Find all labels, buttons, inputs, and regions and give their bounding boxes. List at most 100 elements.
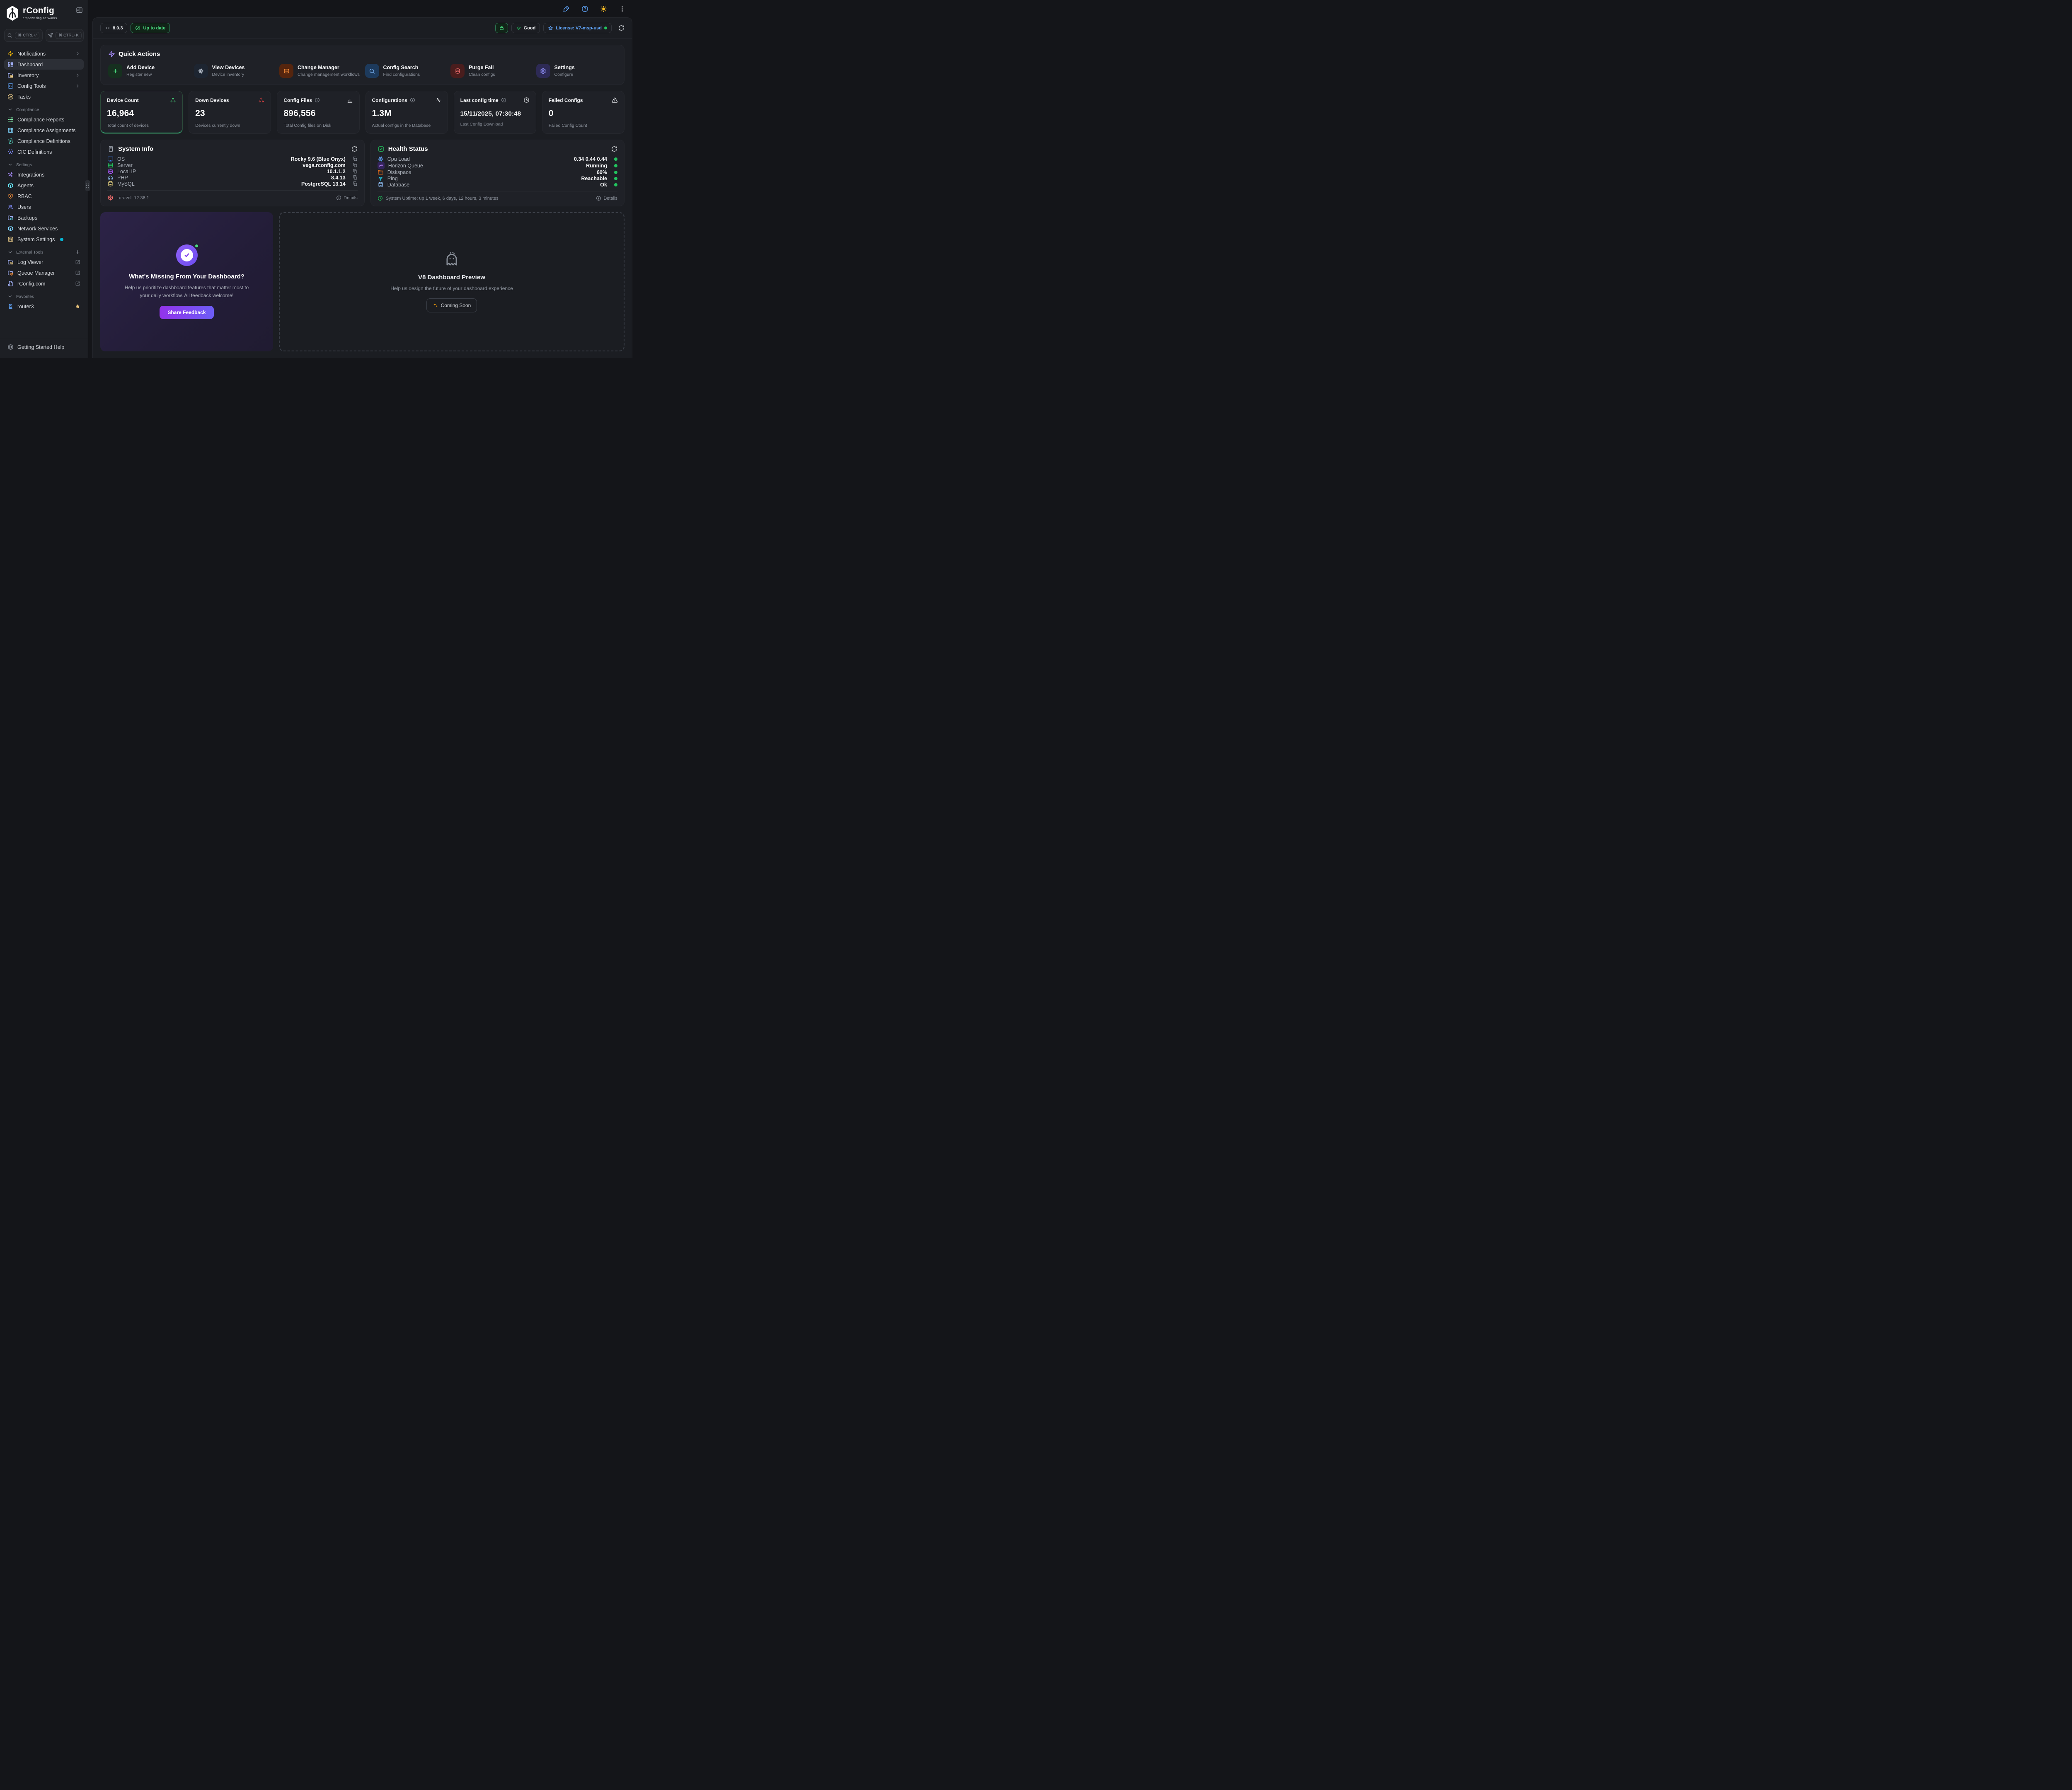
ghost-icon bbox=[444, 252, 460, 267]
quick-action-config-search[interactable]: Config Search Find configurations bbox=[365, 64, 446, 78]
dashboard-grid-icon bbox=[8, 62, 13, 67]
cpu-icon bbox=[378, 156, 383, 162]
folder-backup-icon bbox=[8, 215, 13, 220]
sidebar-item-backups[interactable]: Backups bbox=[4, 213, 84, 223]
copy-icon[interactable] bbox=[352, 162, 358, 168]
health-row-cpu-load: Cpu Load 0.34 0.44 0.44 bbox=[378, 156, 617, 162]
quick-action-settings[interactable]: Settings Configure bbox=[536, 64, 617, 78]
system-info-details-button[interactable]: Details bbox=[336, 195, 358, 201]
star-icon[interactable] bbox=[75, 304, 80, 309]
quick-actions-title: Quick Actions bbox=[119, 51, 160, 58]
chevron-down-icon bbox=[8, 295, 12, 298]
sidebar-item-network-services[interactable]: Network Services bbox=[4, 223, 84, 234]
section-favorites[interactable]: Favorites bbox=[4, 289, 84, 301]
section-settings[interactable]: Settings bbox=[4, 157, 84, 169]
stat-configurations[interactable]: Configurations 1.3M Actual configs in th… bbox=[365, 91, 448, 134]
status-dot bbox=[614, 157, 617, 161]
version-badge[interactable]: 8.0.3 bbox=[100, 23, 128, 33]
sidebar-item-system-settings[interactable]: System Settings bbox=[4, 234, 84, 244]
feedback-body: Help us prioritize dashboard features th… bbox=[124, 285, 249, 298]
sidebar-item-compliance-definitions[interactable]: Compliance Definitions bbox=[4, 136, 84, 146]
info-icon[interactable] bbox=[501, 97, 506, 103]
lock-icon bbox=[499, 26, 503, 30]
section-compliance[interactable]: Compliance bbox=[4, 102, 84, 114]
cube-icon bbox=[8, 183, 13, 188]
search-shortcut-button[interactable]: ⌘ CTRL+/ bbox=[4, 29, 43, 42]
sidebar-item-agents[interactable]: Agents bbox=[4, 180, 84, 191]
command-shortcut-button[interactable]: ⌘ CTRL+K bbox=[45, 29, 84, 42]
server-icon bbox=[108, 162, 113, 168]
quick-action-purge-fail[interactable]: Purge Fail Clean configs bbox=[450, 64, 531, 78]
sidebar-item-notifications[interactable]: Notifications bbox=[4, 48, 84, 59]
stat-last-config-time[interactable]: Last config time 15/11/2025, 07:30:48 La… bbox=[453, 91, 536, 134]
svg-text:CM: CM bbox=[285, 70, 288, 72]
license-badge[interactable]: License: V7-msp-usd bbox=[543, 23, 612, 33]
sidebar-resize-handle[interactable] bbox=[85, 180, 90, 191]
stats-row: Device Count 16,964 Total count of devic… bbox=[100, 91, 625, 134]
health-row-ping: Ping Reachable bbox=[378, 175, 617, 181]
sidebar-item-rconfig-com[interactable]: rConfig.com bbox=[4, 278, 84, 289]
getting-started-help-button[interactable]: Getting Started Help bbox=[4, 342, 84, 352]
info-icon[interactable] bbox=[315, 97, 320, 103]
system-card-icon bbox=[109, 146, 113, 152]
add-external-tool-button[interactable] bbox=[75, 249, 80, 255]
monitor-icon bbox=[107, 156, 114, 162]
file-link-icon bbox=[8, 281, 13, 286]
integrations-icon bbox=[8, 172, 13, 177]
overflow-menu-icon[interactable] bbox=[619, 5, 626, 12]
copy-icon[interactable] bbox=[352, 175, 358, 180]
share-feedback-button[interactable]: Share Feedback bbox=[160, 305, 214, 319]
info-icon bbox=[336, 196, 341, 200]
help-icon[interactable] bbox=[581, 5, 588, 12]
update-status-badge[interactable]: Up to date bbox=[131, 23, 170, 33]
sidebar-item-rbac[interactable]: RBAC bbox=[4, 191, 84, 201]
refresh-icon[interactable] bbox=[618, 25, 625, 31]
status-dot bbox=[614, 183, 617, 186]
database-icon bbox=[450, 64, 465, 78]
definition-card-icon bbox=[8, 138, 13, 144]
info-icon[interactable] bbox=[410, 97, 415, 103]
sidebar-item-router3[interactable]: router3 bbox=[4, 301, 84, 312]
sliders-icon bbox=[8, 237, 13, 242]
sidebar-collapse-icon[interactable] bbox=[76, 7, 83, 14]
sidebar-item-compliance-reports[interactable]: Compliance Reports bbox=[4, 114, 84, 125]
refresh-icon[interactable] bbox=[611, 146, 617, 152]
section-external-tools[interactable]: External Tools bbox=[4, 245, 84, 257]
sidebar-item-inventory[interactable]: Inventory bbox=[4, 70, 84, 80]
stat-down-devices[interactable]: Down Devices 23 Devices currently down bbox=[189, 91, 271, 134]
sidebar-item-config-tools[interactable]: Config Tools bbox=[4, 81, 84, 91]
system-info-row-php: PHP 8.4.13 bbox=[107, 174, 358, 181]
status-toolbar: 8.0.3 Up to date Good License: V7-msp-us… bbox=[93, 18, 632, 39]
sidebar-item-dashboard[interactable]: Dashboard bbox=[4, 59, 84, 70]
sidebar-item-tasks[interactable]: Tasks bbox=[4, 92, 84, 102]
quick-action-add-device[interactable]: Add Device Register new bbox=[108, 64, 189, 78]
refresh-icon[interactable] bbox=[351, 146, 358, 152]
sidebar-item-cic-definitions[interactable]: CIC Definitions bbox=[4, 147, 84, 157]
sidebar-item-queue-manager[interactable]: Queue Manager bbox=[4, 268, 84, 278]
ssl-lock-badge[interactable] bbox=[495, 23, 508, 33]
stat-failed-configs[interactable]: Failed Configs 0 Failed Config Count bbox=[542, 91, 625, 134]
quick-action-view-devices[interactable]: View Devices Device inventory bbox=[194, 64, 275, 78]
stat-device-count[interactable]: Device Count 16,964 Total count of devic… bbox=[100, 91, 183, 134]
copy-icon[interactable] bbox=[352, 169, 358, 174]
theme-brush-icon[interactable] bbox=[563, 5, 570, 12]
stat-config-files[interactable]: Config Files 896,556 Total Config files … bbox=[277, 91, 360, 134]
copy-icon[interactable] bbox=[352, 181, 358, 186]
sidebar-item-compliance-assignments[interactable]: Compliance Assignments bbox=[4, 125, 84, 135]
system-info-row-mysql: MySQL PostgreSQL 13.14 bbox=[107, 181, 358, 187]
health-details-button[interactable]: Details bbox=[596, 196, 617, 201]
sidebar-footer: Getting Started Help bbox=[0, 338, 88, 358]
connection-status-badge[interactable]: Good bbox=[511, 23, 540, 33]
sidebar-item-users[interactable]: Users bbox=[4, 202, 84, 212]
copy-icon[interactable] bbox=[352, 156, 358, 162]
quick-action-change-manager[interactable]: CM Change Manager Change management workf… bbox=[279, 64, 360, 78]
network-cube-icon bbox=[8, 226, 13, 231]
plus-icon bbox=[76, 250, 80, 254]
logo-row: rConfig empowering networks bbox=[0, 0, 88, 22]
php-elephant-icon bbox=[108, 175, 113, 180]
sidebar-item-integrations[interactable]: Integrations bbox=[4, 169, 84, 180]
sidebar-item-log-viewer[interactable]: Log Viewer bbox=[4, 257, 84, 267]
health-status-footer: System Uptime: up 1 week, 6 days, 12 hou… bbox=[377, 191, 617, 206]
coming-soon-button[interactable]: Coming Soon bbox=[426, 298, 477, 312]
light-mode-sun-icon[interactable] bbox=[600, 5, 607, 12]
